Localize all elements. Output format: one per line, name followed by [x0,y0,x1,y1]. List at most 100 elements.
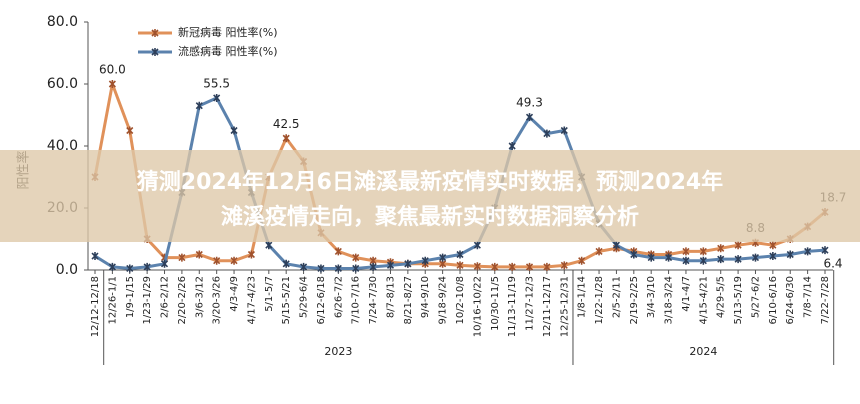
data-point [595,247,603,256]
data-point [108,80,116,88]
data-point [230,126,238,135]
x-tick-label: 2/6-2/12 [160,276,171,318]
x-tick-label: 6/10-6/16 [768,276,779,325]
x-tick-label: 7/10-7/16 [351,276,362,325]
data-point [282,259,290,268]
x-tick-label: 5/15-5/21 [281,276,292,325]
data-point [143,262,151,271]
data-point [508,262,516,271]
data-point [769,252,777,261]
x-tick-label: 6/26-7/2 [333,276,344,318]
banner-title: 猜测2024年12月6日滩溪最新疫情实时数据，预测2024年 [136,169,723,195]
data-point [560,126,568,135]
data-point [439,253,447,262]
data-point [230,256,238,265]
x-tick-label: 12/11-12/17 [542,276,553,337]
x-tick-label: 6/12-6/18 [316,276,327,325]
data-point [734,255,742,264]
data-point [543,129,551,138]
data-point [473,262,481,271]
data-point [178,253,186,262]
x-tick-label: 5/1-5/7 [264,276,275,312]
data-point [160,259,169,268]
data-point [804,247,812,256]
x-tick-label: 12/26-1/1 [107,276,118,325]
x-tick-label: 12/12-12/18 [90,276,101,337]
y-tick-label: 0.0 [56,262,78,278]
data-point [665,253,673,262]
data-point [317,264,325,273]
x-tick-label: 3/6-3/12 [194,276,205,318]
data-point [647,253,655,262]
x-tick-label: 9/4-9/10 [420,276,431,318]
legend-label: 流感病毒 阳性率(%) [178,44,278,58]
data-point [456,250,464,259]
data-point [195,101,203,110]
data-label: 42.5 [273,117,300,131]
data-point [699,256,707,265]
x-tick-label: 5/27-6/2 [750,276,761,318]
x-tick-label: 11/13-11/19 [507,276,518,337]
y-tick-label: 60.0 [47,76,78,92]
data-label: 55.5 [203,76,230,90]
data-point [682,247,690,256]
x-tick-label: 3/4-3/10 [646,276,657,318]
x-tick-label: 1/23-1/29 [142,276,153,325]
data-label: 60.0 [99,63,126,77]
data-point [578,256,586,265]
group-label: 2023 [324,345,352,358]
x-tick-label: 3/18-3/24 [664,276,675,325]
data-point [769,241,777,250]
x-tick-label: 5/29-6/4 [299,276,310,318]
data-label: 49.3 [516,96,543,110]
data-point [821,246,829,255]
x-tick-label: 7/22-7/28 [820,276,831,325]
x-tick-label: 8/7-8/13 [385,276,396,318]
data-point [126,264,134,273]
data-point [91,252,99,261]
data-point [508,142,516,150]
x-tick-label: 12/25-12/31 [559,276,570,337]
x-tick-label: 4/3-4/9 [229,276,240,312]
legend-marker [151,48,159,56]
x-tick-label: 4/29-5/5 [716,276,727,318]
data-point [525,113,534,122]
data-point [751,253,760,262]
data-point [560,261,568,270]
y-tick-label: 80.0 [47,14,78,30]
data-point [300,262,308,271]
data-label: 6.4 [823,257,842,271]
data-point [612,241,620,250]
x-tick-label: 7/8-7/14 [803,276,814,318]
x-tick-label: 10/16-10/22 [472,276,483,337]
data-point [282,134,290,143]
x-tick-label: 11/27-12/3 [525,276,536,331]
data-point [195,250,203,259]
data-point [213,256,221,265]
x-tick-label: 4/1-4/7 [681,276,692,312]
data-point [491,262,499,271]
data-point [525,262,534,271]
x-tick-label: 2/20-2/26 [177,276,188,325]
data-point [734,241,742,250]
x-tick-label: 8/21-8/27 [403,276,414,325]
x-tick-label: 5/13-5/19 [733,276,744,325]
x-tick-label: 4/17-4/23 [246,276,257,325]
banner-title: 滩溪疫情走向，聚焦最新实时数据洞察分析 [221,204,639,230]
x-tick-label: 9/18-9/24 [438,276,449,325]
data-point [352,253,360,262]
x-tick-label: 1/22-1/28 [594,276,605,325]
data-point [699,247,707,256]
data-point [717,255,725,264]
legend-marker [151,29,159,37]
x-tick-label: 3/20-3/26 [212,276,223,325]
data-point [786,250,794,259]
data-point [126,126,134,135]
banner [0,150,860,242]
data-point [265,241,273,250]
data-point [473,241,481,250]
legend-label: 新冠病毒 阳性率(%) [178,25,278,39]
x-tick-label: 1/9-1/15 [125,276,136,318]
data-point [213,93,221,102]
